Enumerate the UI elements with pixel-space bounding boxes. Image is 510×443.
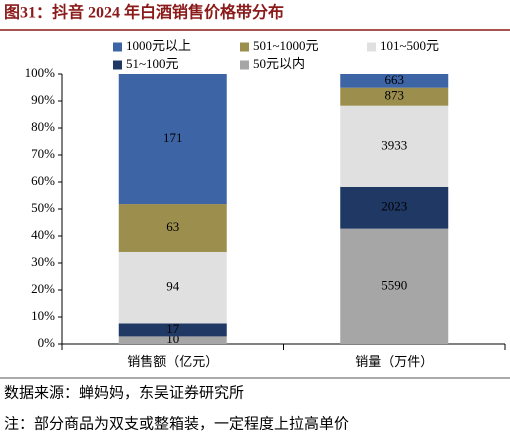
value-label: 63 bbox=[166, 219, 179, 234]
bar-segment bbox=[118, 204, 227, 252]
value-label: 3933 bbox=[381, 137, 407, 152]
legend-swatch bbox=[113, 42, 122, 52]
bar-segment bbox=[340, 105, 449, 187]
y-tick-label: 70% bbox=[31, 146, 55, 161]
source: 数据来源：蝉妈妈，东吴证券研究所 bbox=[4, 384, 244, 401]
y-tick-label: 100% bbox=[25, 65, 56, 80]
y-tick-label: 30% bbox=[31, 254, 55, 269]
legend-label: 1000元以上 bbox=[126, 38, 191, 53]
bar-segment bbox=[118, 251, 227, 324]
value-label: 17 bbox=[166, 321, 180, 336]
x-tick-label: 销量（万件） bbox=[355, 354, 433, 369]
bar-segment bbox=[118, 323, 227, 337]
y-tick-label: 80% bbox=[31, 119, 55, 134]
y-tick-label: 90% bbox=[31, 92, 55, 107]
bar-segment bbox=[340, 74, 449, 88]
chart-title: 图31：抖音 2024 年白酒销售价格带分布 bbox=[4, 3, 284, 22]
legend-label: 101~500元 bbox=[380, 38, 439, 53]
value-label: 171 bbox=[163, 130, 183, 145]
legend-label: 51~100元 bbox=[126, 56, 179, 71]
y-tick-label: 40% bbox=[31, 227, 55, 242]
y-tick-label: 0% bbox=[38, 335, 56, 350]
bar-segment bbox=[118, 74, 227, 205]
legend-label: 50元以内 bbox=[253, 56, 305, 71]
bar-segment bbox=[118, 336, 227, 344]
value-label: 94 bbox=[166, 279, 180, 294]
bar-segment bbox=[340, 228, 449, 344]
x-tick-label: 销售额（亿元） bbox=[127, 354, 218, 369]
value-label: 663 bbox=[385, 72, 405, 87]
legend-swatch bbox=[240, 60, 249, 70]
y-tick-label: 60% bbox=[31, 173, 55, 188]
bar-segment bbox=[340, 186, 449, 229]
y-tick-label: 50% bbox=[31, 200, 55, 215]
note: 注：部分商品为双支或整箱装，一定程度上拉高单价 bbox=[4, 415, 349, 432]
value-label: 5590 bbox=[381, 277, 407, 292]
legend-swatch bbox=[240, 42, 249, 52]
value-label: 873 bbox=[385, 88, 405, 103]
value-label: 2023 bbox=[381, 199, 407, 214]
y-tick-label: 20% bbox=[31, 281, 55, 296]
y-tick-label: 10% bbox=[31, 308, 55, 323]
legend-swatch bbox=[367, 42, 376, 52]
legend-label: 501~1000元 bbox=[253, 38, 319, 53]
bar-segment bbox=[340, 87, 449, 106]
legend-swatch bbox=[113, 60, 122, 70]
